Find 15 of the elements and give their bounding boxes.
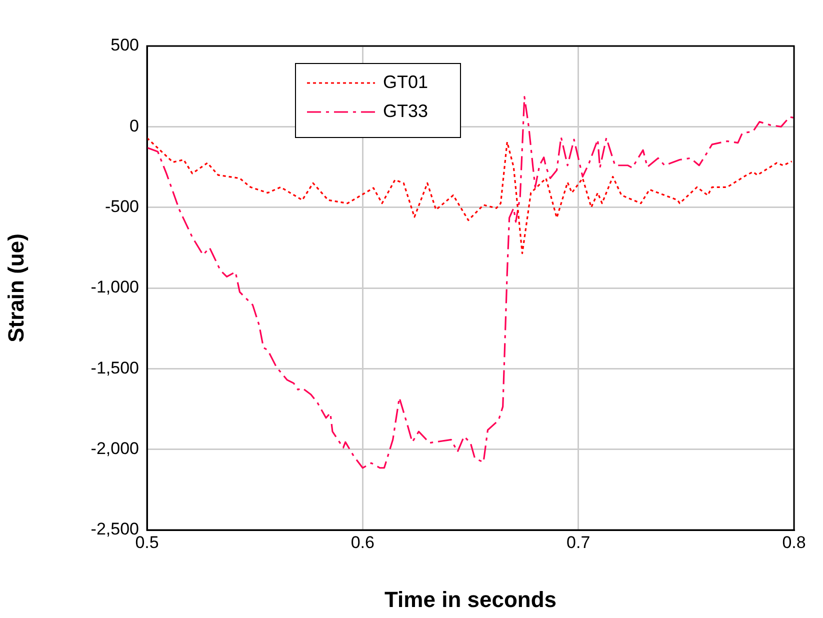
x-tick-label: 0.7	[566, 532, 590, 552]
y-tick-label: 500	[110, 36, 139, 55]
x-tick-label: 0.8	[782, 532, 806, 552]
y-tick-label: -500	[104, 197, 139, 216]
legend-label: GT01	[383, 72, 428, 92]
y-tick-label: -2,000	[90, 439, 139, 458]
y-tick-label: -1,000	[90, 278, 139, 297]
y-axis-title: Strain (ue)	[3, 234, 28, 342]
line-series	[147, 137, 793, 254]
legend-label: GT33	[383, 100, 428, 121]
x-tick-label: 0.6	[350, 532, 374, 552]
line-series	[147, 96, 794, 469]
y-tick-label: 0	[130, 116, 139, 136]
y-tick-label: -1,500	[90, 358, 139, 378]
x-axis-title: Time in seconds	[384, 586, 556, 612]
